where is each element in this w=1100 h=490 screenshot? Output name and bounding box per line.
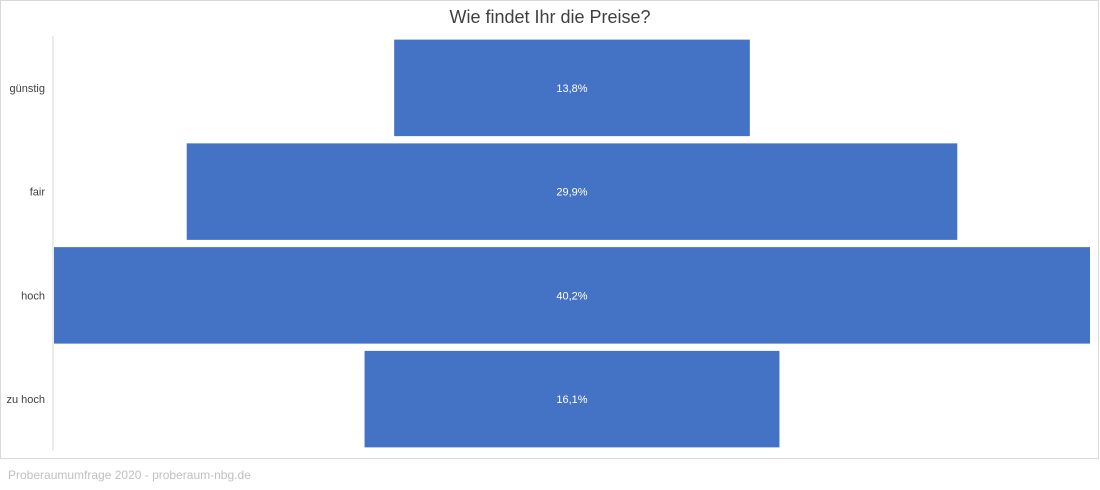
category-label-1: fair [30,187,46,199]
bar-3 [364,350,780,448]
category-label-0: günstig [10,83,45,95]
category-label-group: günstig fair hoch zu hoch [6,83,45,406]
chart-title: Wie findet Ihr die Preise? [449,7,651,27]
funnel-chart: günstig fair hoch zu hoch 13,8% 29,9% 40,2% 16… [6,36,1090,451]
footer-source-note: Proberaumumfrage 2020 - proberaum-nbg.de [8,468,251,482]
bar-0 [394,39,750,137]
data-label-1: 29,9% [556,187,587,199]
data-label-0: 13,8% [556,83,587,95]
category-label-3: zu hoch [6,394,45,406]
data-label-group: 13,8% 29,9% 40,2% 16,1% [556,83,587,406]
data-label-2: 40,2% [556,290,587,302]
bar-group [54,39,1090,448]
bar-1 [186,143,958,240]
data-label-3: 16,1% [556,394,587,406]
category-label-2: hoch [21,290,45,302]
bar-2 [54,247,1090,344]
